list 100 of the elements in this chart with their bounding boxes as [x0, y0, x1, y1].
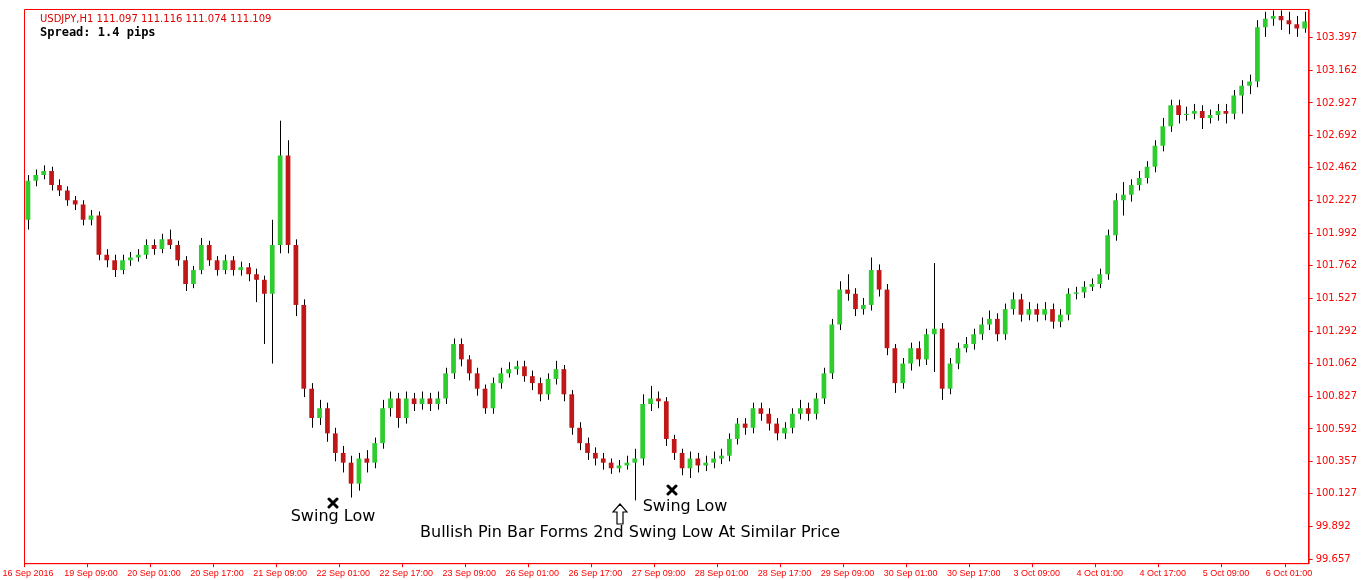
candlestick: [1239, 79, 1245, 115]
y-tick-label: 100.827: [1315, 389, 1358, 401]
y-tick-label: 101.062: [1315, 356, 1358, 368]
y-tick-label: 102.927: [1315, 96, 1358, 108]
candlestick: [403, 391, 409, 425]
x-tick-label: 30 Sep 01:00: [883, 568, 938, 579]
candlestick: [1097, 268, 1103, 289]
chart-title: USDJPY,H1 111.097 111.116 111.074 111.109: [40, 13, 272, 24]
candlestick: [671, 434, 677, 461]
candlestick: [522, 360, 527, 383]
candlestick: [987, 310, 992, 331]
candlestick: [1262, 11, 1268, 38]
candlestick: [1223, 103, 1229, 124]
y-tick-label: 103.397: [1315, 30, 1358, 42]
candlestick: [805, 402, 811, 422]
candlestick: [774, 417, 780, 441]
candlestick: [632, 448, 638, 501]
candlestick: [1160, 117, 1166, 152]
x-tick-label: 20 Sep 17:00: [190, 568, 244, 579]
y-tick-label: 102.462: [1315, 161, 1358, 173]
candlestick: [498, 367, 504, 390]
candlestick: [900, 357, 906, 390]
candlestick: [1121, 181, 1126, 217]
y-tick-label: 102.692: [1315, 129, 1358, 141]
x-tick-label: 4 Oct 01:00: [1076, 568, 1124, 579]
candlestick: [143, 238, 149, 260]
candlestick: [916, 340, 921, 367]
x-tick-label: 3 Oct 09:00: [1013, 568, 1061, 579]
candlestick: [593, 446, 598, 466]
x-tick-label: 19 Sep 09:00: [64, 568, 118, 579]
candlestick: [727, 432, 732, 462]
candlestick: [388, 391, 393, 418]
candlestick: [1168, 99, 1174, 133]
candlestick: [734, 417, 740, 446]
candlestick: [246, 262, 251, 282]
candlestick: [908, 342, 914, 372]
x-tick-label: 23 Sep 09:00: [442, 568, 497, 579]
candlestick: [49, 166, 54, 191]
x-tick-label: 28 Sep 17:00: [757, 568, 812, 579]
candlestick: [262, 275, 267, 345]
y-tick-label: 102.227: [1315, 194, 1358, 206]
candlestick: [206, 240, 212, 267]
candlestick: [466, 354, 472, 381]
x-tick-label: 28 Sep 01:00: [694, 568, 749, 579]
text: Spread: 1.4 pips: [40, 25, 156, 39]
candlestick: [104, 248, 110, 268]
x-tick-label: 5 Oct 09:00: [1202, 568, 1250, 579]
x-tick-label: 4 Oct 17:00: [1139, 568, 1187, 579]
candlestick: [648, 385, 653, 412]
candlestick: [1042, 301, 1047, 321]
candlestick: [1199, 104, 1205, 130]
x-tick-label: 6 Oct 01:00: [1265, 568, 1313, 579]
candlestick: [695, 452, 701, 473]
candlestick: [372, 437, 378, 469]
candlestick: [1247, 74, 1252, 95]
x-tick-label: 30 Sep 17:00: [946, 568, 1001, 579]
candlestick: [537, 377, 543, 402]
candlestick: [254, 268, 259, 303]
candlestick: [529, 370, 535, 391]
candlestick: [427, 392, 433, 412]
candlestick: [1302, 11, 1308, 34]
candlestick: [994, 312, 1000, 342]
candlestick: [845, 273, 850, 302]
candlestick: [853, 287, 858, 317]
candlestick: [411, 392, 417, 412]
candlestick: [931, 262, 937, 373]
candlestick: [971, 328, 977, 351]
x-tick-label: 29 Sep 09:00: [820, 568, 875, 579]
candlestick: [1026, 301, 1032, 321]
candlestick: [396, 392, 401, 429]
candlestick: [175, 240, 181, 267]
candlestick: [1136, 170, 1142, 191]
y-tick-label: 101.292: [1315, 324, 1358, 336]
candlestick: [112, 254, 117, 278]
candlestick: [435, 391, 441, 411]
candlestick: [419, 391, 425, 411]
annotation: Swing Low: [642, 496, 728, 515]
candlestick: [183, 255, 188, 292]
candlestick: [1128, 178, 1134, 203]
candlestick: [979, 317, 984, 341]
candlestick: [167, 229, 173, 250]
x-tick-label: 26 Sep 01:00: [505, 568, 560, 579]
y-tick-label: 99.892: [1315, 520, 1351, 532]
candlestick: [797, 399, 803, 420]
candlestick: [1050, 303, 1055, 330]
candlestick: [230, 255, 236, 277]
x-tick-label: 22 Sep 17:00: [379, 568, 434, 579]
candlestick: [585, 437, 590, 461]
x-tick-label: 27 Sep 09:00: [631, 568, 686, 579]
candlestick: [64, 185, 70, 207]
candlestick: [1058, 308, 1063, 328]
y-tick-label: 100.357: [1315, 455, 1358, 467]
candlestick: [1034, 303, 1040, 323]
candlestick: [120, 254, 125, 275]
candlestick: [364, 449, 370, 473]
y-tick-label: 101.762: [1315, 259, 1358, 271]
y-tick-label: 99.657: [1315, 553, 1351, 565]
candlestick: [191, 265, 196, 289]
candlestick: [1294, 15, 1300, 38]
y-tick-label: 101.992: [1315, 227, 1358, 239]
